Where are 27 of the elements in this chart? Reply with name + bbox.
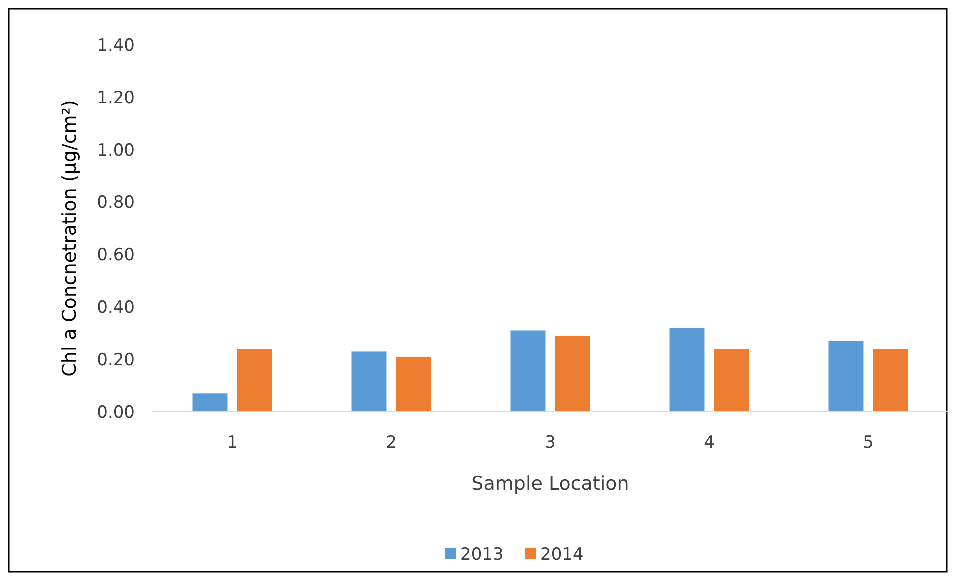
x-tick-label: 1 [227,433,238,453]
legend-label: 2014 [540,544,584,565]
bar [828,341,864,412]
y-tick-label: 0.00 [97,402,135,423]
y-tick-label: 0.80 [97,193,135,214]
bar [510,330,546,412]
bar [555,336,590,412]
bar [192,394,228,412]
y-tick-label: 1.00 [97,140,135,161]
x-tick-label: 2 [386,433,397,453]
x-axis-title: Sample Location [472,473,630,495]
y-tick-label: 1.40 [97,36,135,56]
bar [873,349,908,412]
bar [237,349,272,412]
y-tick-label: 1.20 [97,88,135,108]
y-tick-label: 0.20 [97,350,135,371]
bar [396,356,432,412]
bar [670,328,705,412]
x-tick-label: 3 [545,433,556,453]
x-tick-label: 4 [704,433,715,453]
legend-label: 2013 [460,544,504,565]
y-axis-title: Chl a Concnetration (µg/cm²) [59,100,81,377]
bar [714,349,750,412]
bar [352,352,387,412]
y-tick-label: 0.60 [97,246,135,266]
y-tick-label: 0.40 [97,298,135,318]
x-tick-label: 5 [863,433,874,453]
